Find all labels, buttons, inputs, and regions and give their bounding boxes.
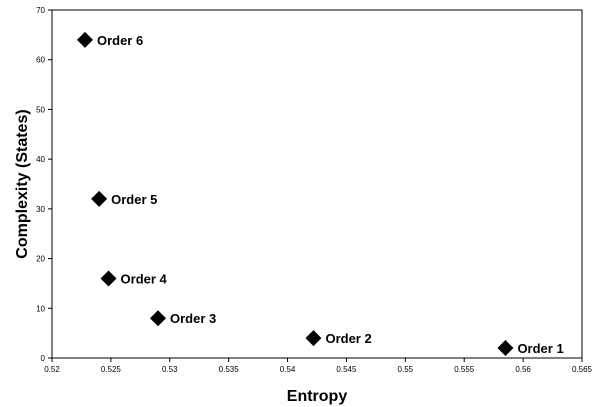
y-tick-label: 60 — [36, 56, 45, 65]
x-tick-label: 0.555 — [454, 365, 475, 374]
data-point-label: Order 6 — [97, 33, 143, 48]
x-tick-label: 0.56 — [515, 365, 531, 374]
x-axis-title: Entropy — [287, 388, 348, 405]
y-tick-label: 20 — [36, 255, 45, 264]
data-point-label: Order 5 — [111, 192, 157, 207]
plot-area — [51, 9, 583, 359]
x-tick-label: 0.565 — [572, 365, 593, 374]
y-tick-label: 30 — [36, 205, 45, 214]
data-point-label: Order 4 — [121, 271, 168, 286]
x-tick-label: 0.55 — [398, 365, 414, 374]
x-tick-label: 0.545 — [336, 365, 357, 374]
data-point-label: Order 3 — [170, 311, 216, 326]
y-tick-label: 70 — [36, 6, 45, 15]
y-axis-title: Complexity (States) — [14, 109, 31, 258]
data-point-label: Order 1 — [517, 341, 563, 356]
data-point-marker — [497, 340, 514, 357]
data-point-marker — [100, 270, 117, 287]
y-tick-label: 40 — [36, 155, 45, 164]
y-tick-label: 50 — [36, 105, 45, 114]
data-point-marker — [305, 330, 322, 347]
x-tick-label: 0.52 — [44, 365, 60, 374]
data-point-label: Order 2 — [325, 331, 371, 346]
x-tick-label: 0.54 — [280, 365, 296, 374]
data-points: Order 1 Order 2 Order 3 Order 4 Order 5 Order… — [76, 31, 564, 357]
data-point-marker — [76, 31, 93, 48]
y-tick-label: 0 — [41, 354, 46, 363]
x-axis: 0.52 0.525 0.53 0.535 0.54 0.545 0.55 0.555 0.56… — [44, 358, 593, 374]
data-point-marker — [150, 310, 166, 327]
y-axis: 0 10 20 30 40 50 60 70 — [36, 6, 52, 363]
y-tick-label: 10 — [36, 304, 45, 313]
x-tick-label: 0.53 — [162, 365, 178, 374]
x-tick-label: 0.535 — [219, 365, 240, 374]
x-tick-label: 0.525 — [101, 365, 122, 374]
data-point-marker — [91, 190, 108, 207]
